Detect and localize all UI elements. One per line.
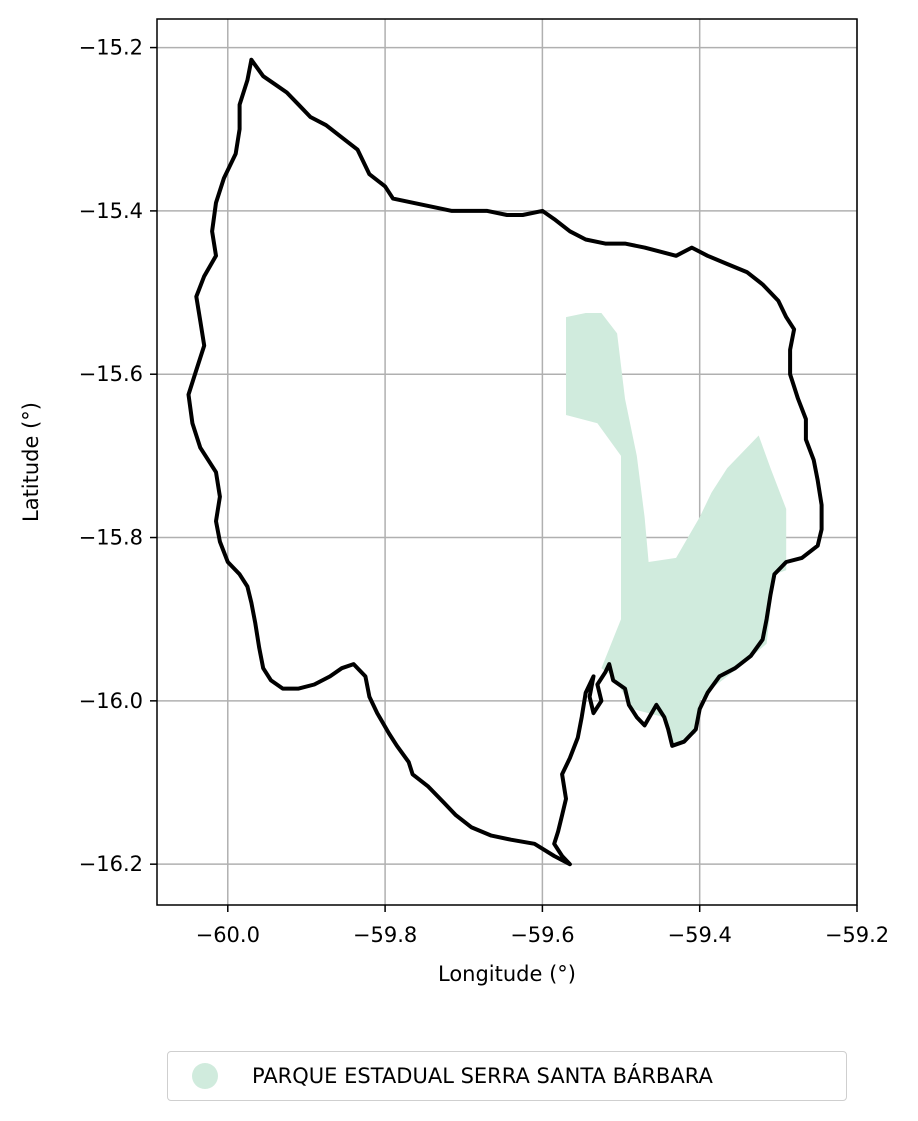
x-tick-label: −60.0: [196, 923, 260, 947]
x-tick-label: −59.2: [825, 923, 889, 947]
grid-lines: [157, 19, 858, 905]
axis-ticks: −60.0 −59.8 −59.6 −59.4 −59.2 −15.2 −15.4 −15.6…: [79, 36, 890, 947]
x-tick-label: −59.8: [353, 923, 417, 947]
y-tick-label: −15.6: [79, 362, 143, 386]
park-area: [566, 313, 787, 746]
municipality-boundary: [186, 57, 824, 867]
x-tick-label: −59.6: [510, 923, 574, 947]
y-tick-label: −15.4: [79, 199, 143, 223]
legend-label: PARQUE ESTADUAL SERRA SANTA BÁRBARA: [252, 1064, 713, 1088]
y-tick-label: −15.8: [79, 526, 143, 550]
x-axis-label: Longitude (°): [438, 962, 576, 986]
plot-frame: [156, 18, 858, 906]
y-tick-label: −16.0: [79, 689, 143, 713]
legend-marker-icon: [192, 1063, 218, 1089]
y-tick-label: −16.2: [79, 852, 143, 876]
legend: PARQUE ESTADUAL SERRA SANTA BÁRBARA: [167, 1051, 847, 1101]
y-tick-label: −15.2: [79, 36, 143, 60]
y-axis-label: Latitude (°): [19, 402, 43, 522]
x-tick-label: −59.4: [668, 923, 732, 947]
